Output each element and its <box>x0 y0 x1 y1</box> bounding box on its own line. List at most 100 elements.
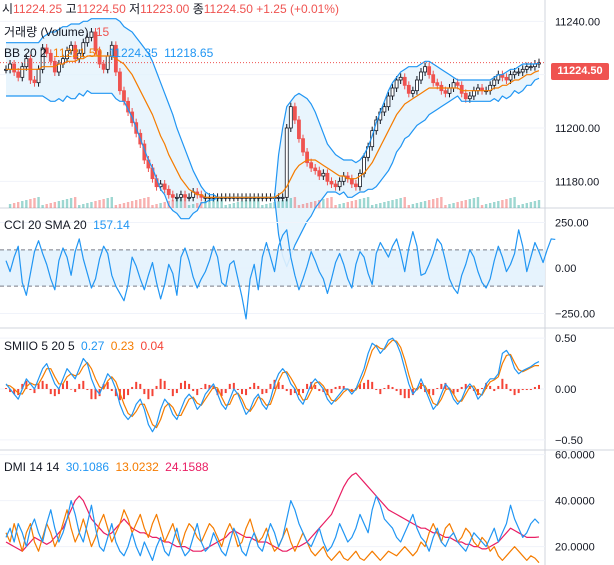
volume-bar <box>448 204 451 208</box>
candle-body <box>44 47 49 54</box>
volume-bar <box>98 200 101 208</box>
dmi-plus-line <box>5 495 540 562</box>
price-tick-label: 11200.00 <box>555 123 600 135</box>
smiio-osc-bar <box>70 389 73 390</box>
bb-legend[interactable]: BB 20 2 11221.50 11224.35 11218.65 <box>4 46 213 60</box>
smiio-osc-bar <box>302 389 305 394</box>
candle-body <box>528 66 533 69</box>
smiio-osc-bar <box>485 382 488 389</box>
candle-body <box>16 71 21 78</box>
change-value: +1.25 (+0.01%) <box>256 2 339 16</box>
volume-bar <box>468 199 472 208</box>
volume-bar <box>358 199 362 208</box>
smiio-osc-bar <box>538 384 540 389</box>
candle-body <box>309 162 314 169</box>
smiio-osc-bar <box>13 389 16 395</box>
candle-body <box>301 138 305 153</box>
volume-bar <box>130 201 134 208</box>
candle-body <box>406 84 411 94</box>
volume-bar <box>61 200 65 208</box>
candle-body <box>467 95 472 100</box>
smiio-osc-bar <box>375 389 378 391</box>
volume-bar <box>419 202 423 208</box>
candle-body <box>362 156 366 174</box>
smiio-osc-value: 0.04 <box>140 339 164 353</box>
volume-bar <box>309 202 313 208</box>
candle-body <box>410 90 415 94</box>
candle-body <box>524 66 529 70</box>
volume-bar <box>175 199 179 208</box>
dmi-minus-line <box>5 509 540 564</box>
volume-bar <box>395 199 398 208</box>
smiio-osc-bar <box>82 380 85 389</box>
smiio-osc-bar <box>257 385 260 389</box>
smiio-osc-bar <box>497 385 500 389</box>
volume-bar <box>440 197 443 208</box>
volume-bar <box>171 200 175 208</box>
candle-body <box>179 194 183 198</box>
candle-body <box>20 66 25 78</box>
candle-body <box>349 178 354 185</box>
volume-bar <box>143 198 146 208</box>
smiio-legend[interactable]: SMIIO 5 20 5 0.27 0.23 0.04 <box>4 339 164 353</box>
smiio-osc-bar <box>440 383 443 389</box>
dmi-tick-label: 20.0000 <box>555 542 595 554</box>
smiio-osc-bar <box>41 380 44 389</box>
smiio-osc-bar <box>334 386 337 389</box>
smiio-osc-bar <box>318 389 321 392</box>
smiio-osc-bar <box>387 384 390 389</box>
volume-bar <box>366 197 370 208</box>
candle-body <box>97 50 102 65</box>
volume-bar <box>183 197 187 208</box>
volume-bar <box>375 204 378 208</box>
price-tick-label: 11240.00 <box>555 16 600 28</box>
volume-bar <box>118 204 122 208</box>
volume-bar <box>480 205 484 208</box>
candle-body <box>297 119 301 140</box>
volume-bar <box>90 202 93 208</box>
smiio-osc-bar <box>509 389 512 392</box>
dmi-plus-value: 30.1086 <box>65 460 110 474</box>
volume-bar <box>472 198 476 208</box>
volume-legend[interactable]: 거래량 (Volume) 15 <box>4 23 109 40</box>
candle-body <box>321 172 326 177</box>
volume-bar <box>370 205 374 208</box>
smiio-osc-bar <box>74 389 77 393</box>
smiio-osc-bar <box>163 380 166 389</box>
smiio-tick-label: −0.50 <box>555 435 583 447</box>
bb-basis-line <box>6 55 540 198</box>
dmi-minus-value: 13.0232 <box>115 460 159 474</box>
bb-legend-title: BB 20 2 <box>4 46 47 60</box>
dmi-legend-title: DMI 14 14 <box>4 460 60 474</box>
dmi-tick-label: 60.0000 <box>555 450 595 462</box>
volume-bar <box>106 198 109 208</box>
smiio-osc-bar <box>17 389 20 396</box>
volume-bar <box>200 202 203 208</box>
cci-legend[interactable]: CCI 20 SMA 20 157.14 <box>4 218 130 232</box>
volume-bar <box>248 199 252 208</box>
volume-bar <box>525 203 528 208</box>
candle-body <box>520 68 525 73</box>
volume-bar <box>196 203 199 208</box>
smiio-osc-bar <box>143 389 146 395</box>
candle-body <box>447 87 452 94</box>
smiio-osc-bar <box>245 389 248 396</box>
volume-bar <box>191 204 195 208</box>
candle-body <box>455 82 460 86</box>
volume-bar <box>244 200 248 208</box>
volume-bar <box>432 199 435 208</box>
volume-bar <box>147 197 150 208</box>
volume-bar <box>464 200 467 208</box>
volume-bar <box>17 202 20 208</box>
smiio-osc-bar <box>208 384 211 389</box>
volume-bar <box>139 199 142 208</box>
dmi-legend[interactable]: DMI 14 14 30.1086 13.0232 24.1588 <box>4 460 209 474</box>
current-price-value: 11224.50 <box>557 65 603 77</box>
smiio-osc-bar <box>338 385 341 389</box>
candle-body <box>32 79 37 84</box>
volume-bar <box>452 203 455 208</box>
candle-body <box>12 63 17 73</box>
candle-body <box>313 167 318 172</box>
